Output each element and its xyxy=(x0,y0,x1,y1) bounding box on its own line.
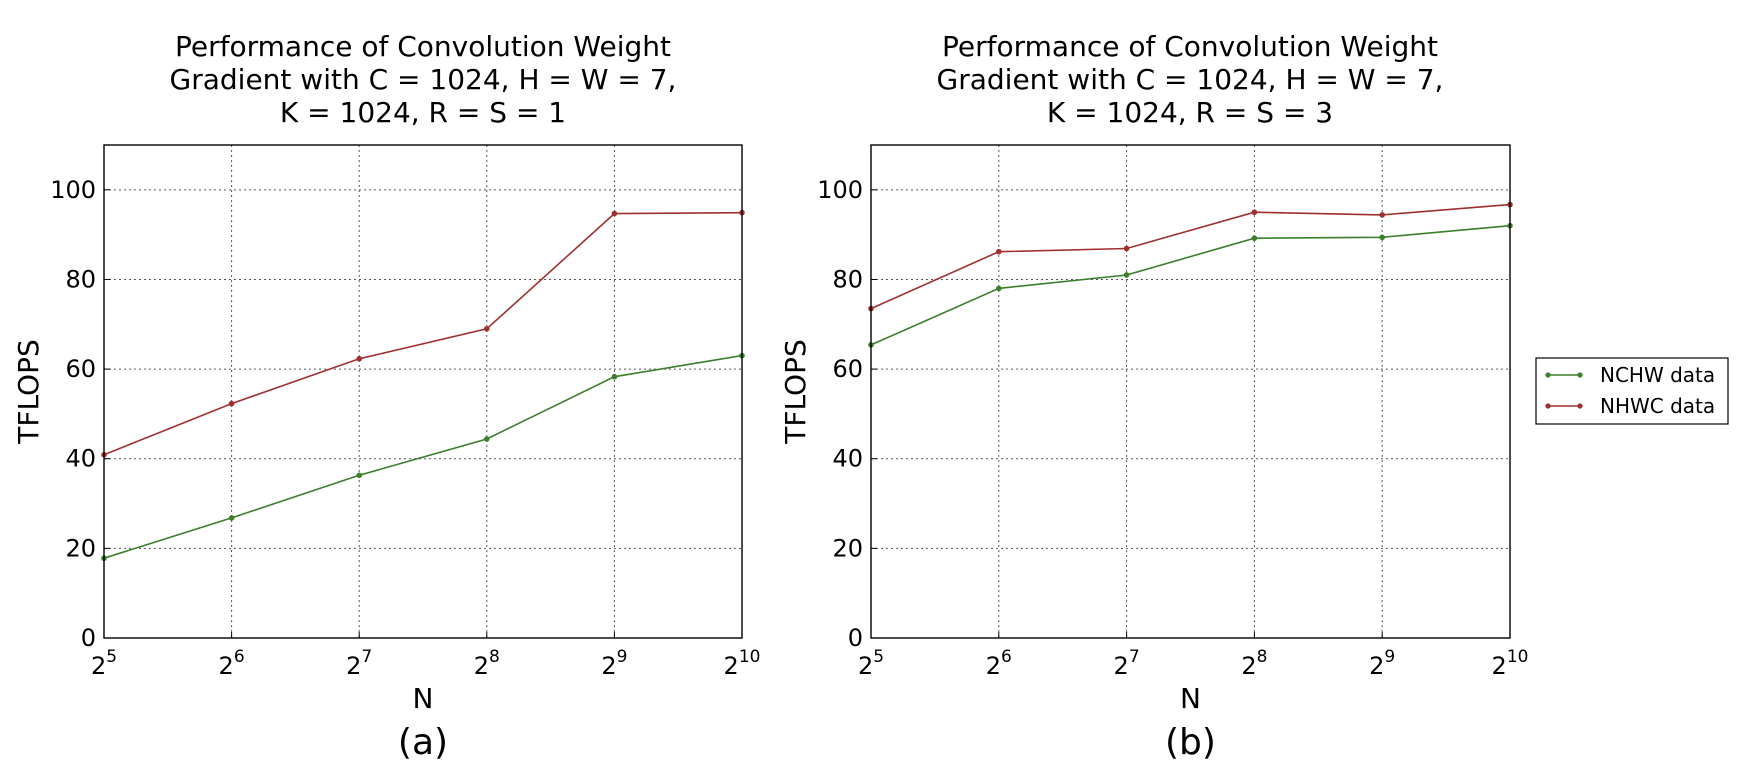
x-tick-label: 27 xyxy=(346,647,372,680)
y-tick-label: 0 xyxy=(848,624,863,652)
chart-title-line: Gradient with C = 1024, H = W = 7, xyxy=(937,63,1444,96)
data-point xyxy=(1251,235,1258,242)
chart-title-line: Performance of Convolution Weight xyxy=(942,30,1438,63)
y-tick-label: 80 xyxy=(65,265,96,293)
data-point xyxy=(356,472,363,479)
y-tick-label: 0 xyxy=(81,624,96,652)
legend-box xyxy=(1535,357,1729,425)
legend-marker xyxy=(1577,372,1583,378)
data-point xyxy=(996,248,1002,255)
series-line xyxy=(103,211,743,456)
x-tick-label: 26 xyxy=(986,647,1012,680)
legend-marker xyxy=(1545,403,1551,409)
data-point xyxy=(1251,209,1258,216)
x-tick-label: 210 xyxy=(724,647,761,680)
series-line xyxy=(103,354,743,559)
series-line xyxy=(870,203,1511,310)
y-tick-label: 40 xyxy=(65,445,96,473)
chart-panel-b: Performance of Convolution WeightGradien… xyxy=(779,30,1528,763)
data-point xyxy=(1379,212,1385,218)
data-point xyxy=(484,436,490,442)
plot-frame xyxy=(103,144,743,639)
panel-label: (a) xyxy=(398,722,448,763)
chart-title-line: Gradient with C = 1024, H = W = 7, xyxy=(170,63,677,96)
series-line xyxy=(870,224,1511,346)
chart-panel-a: Performance of Convolution WeightGradien… xyxy=(12,30,760,763)
data-point xyxy=(484,325,490,332)
plot-frame xyxy=(870,144,1511,639)
data-point xyxy=(356,355,363,362)
chart-title-line: K = 1024, R = S = 3 xyxy=(1047,96,1333,129)
y-axis-label: TFLOPS xyxy=(12,339,45,445)
chart-title-line: Performance of Convolution Weight xyxy=(175,30,671,63)
x-tick-label: 29 xyxy=(1369,647,1395,680)
chart-title-line: K = 1024, R = S = 1 xyxy=(280,96,566,129)
legend: NCHW data NHWC data xyxy=(1535,357,1729,425)
data-point xyxy=(228,515,235,521)
y-tick-label: 100 xyxy=(817,176,863,204)
legend-marker xyxy=(1577,403,1583,409)
data-point xyxy=(1123,272,1130,278)
x-tick-label: 210 xyxy=(1492,647,1529,680)
data-point xyxy=(611,373,618,380)
data-point xyxy=(228,400,235,407)
data-point xyxy=(611,210,618,217)
x-axis-label: N xyxy=(1180,682,1201,715)
y-tick-label: 100 xyxy=(50,176,96,204)
y-tick-label: 60 xyxy=(65,355,96,383)
x-tick-label: 29 xyxy=(601,647,627,680)
y-tick-label: 20 xyxy=(832,534,863,562)
x-tick-label: 27 xyxy=(1114,647,1140,680)
panel-label: (b) xyxy=(1165,722,1216,763)
x-tick-label: 25 xyxy=(91,647,117,680)
data-point xyxy=(996,285,1002,292)
legend-label: NHWC data xyxy=(1600,394,1715,418)
x-tick-label: 25 xyxy=(858,647,884,680)
data-point xyxy=(1123,245,1130,252)
x-axis-label: N xyxy=(413,682,434,715)
legend-label: NCHW data xyxy=(1600,363,1715,387)
y-tick-label: 20 xyxy=(65,534,96,562)
y-tick-label: 40 xyxy=(832,445,863,473)
x-tick-label: 28 xyxy=(1241,647,1267,680)
y-axis-label: TFLOPS xyxy=(779,339,812,445)
y-tick-label: 80 xyxy=(832,265,863,293)
legend-marker xyxy=(1545,372,1551,378)
data-point xyxy=(1379,234,1385,241)
y-tick-label: 60 xyxy=(832,355,863,383)
x-tick-label: 26 xyxy=(219,647,245,680)
x-tick-label: 28 xyxy=(474,647,500,680)
